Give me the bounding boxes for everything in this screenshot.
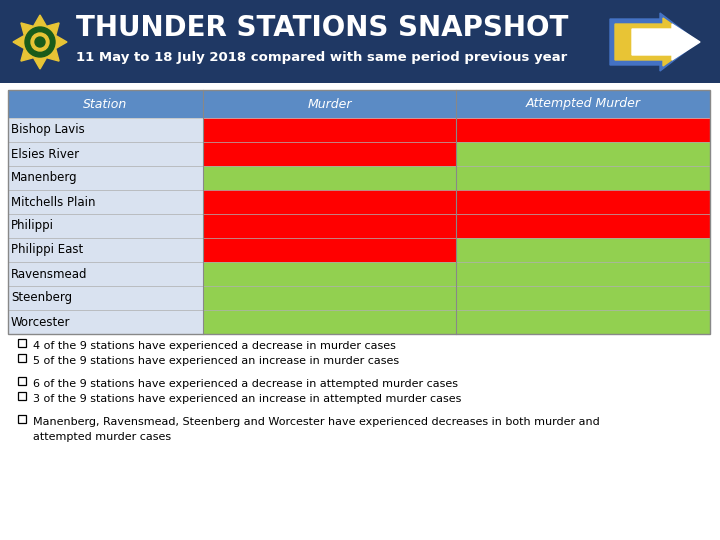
Bar bbox=[203, 262, 456, 286]
Bar bbox=[203, 286, 456, 310]
Text: Bishop Lavis: Bishop Lavis bbox=[11, 124, 85, 137]
Text: Manenberg, Ravensmead, Steenberg and Worcester have experienced decreases in bot: Manenberg, Ravensmead, Steenberg and Wor… bbox=[33, 417, 600, 427]
Bar bbox=[8, 90, 203, 118]
Polygon shape bbox=[13, 15, 67, 69]
Bar bbox=[203, 142, 456, 166]
Text: attempted murder cases: attempted murder cases bbox=[33, 432, 171, 442]
Bar bbox=[8, 238, 203, 262]
Circle shape bbox=[35, 37, 45, 47]
Text: Steenberg: Steenberg bbox=[11, 292, 72, 305]
Bar bbox=[8, 118, 203, 142]
Bar bbox=[456, 286, 710, 310]
Bar bbox=[8, 310, 203, 334]
Bar bbox=[8, 90, 710, 334]
Text: Worcester: Worcester bbox=[11, 315, 71, 328]
Text: Elsies River: Elsies River bbox=[11, 147, 79, 160]
Bar bbox=[456, 190, 710, 214]
Bar bbox=[456, 238, 710, 262]
Bar bbox=[18, 377, 26, 385]
Text: THUNDER STATIONS SNAPSHOT: THUNDER STATIONS SNAPSHOT bbox=[76, 14, 568, 42]
FancyArrow shape bbox=[615, 18, 697, 66]
Circle shape bbox=[25, 27, 55, 57]
Bar bbox=[8, 142, 203, 166]
Bar bbox=[456, 262, 710, 286]
Bar bbox=[203, 214, 456, 238]
FancyArrow shape bbox=[610, 13, 698, 71]
Text: Attempted Murder: Attempted Murder bbox=[526, 98, 641, 111]
FancyArrow shape bbox=[632, 24, 700, 60]
Bar bbox=[18, 339, 26, 347]
Text: 5 of the 9 stations have experienced an increase in murder cases: 5 of the 9 stations have experienced an … bbox=[33, 356, 399, 366]
Bar bbox=[203, 238, 456, 262]
Bar bbox=[203, 190, 456, 214]
Circle shape bbox=[31, 33, 49, 51]
Text: Ravensmead: Ravensmead bbox=[11, 267, 88, 280]
Bar bbox=[456, 214, 710, 238]
Bar bbox=[203, 90, 456, 118]
Text: Manenberg: Manenberg bbox=[11, 172, 78, 185]
Bar bbox=[8, 286, 203, 310]
Bar bbox=[8, 166, 203, 190]
Bar bbox=[203, 166, 456, 190]
Bar bbox=[456, 118, 710, 142]
Bar bbox=[8, 214, 203, 238]
Text: 6 of the 9 stations have experienced a decrease in attempted murder cases: 6 of the 9 stations have experienced a d… bbox=[33, 379, 458, 389]
Bar bbox=[18, 354, 26, 362]
Text: Mitchells Plain: Mitchells Plain bbox=[11, 195, 96, 208]
Bar bbox=[456, 166, 710, 190]
Text: 3 of the 9 stations have experienced an increase in attempted murder cases: 3 of the 9 stations have experienced an … bbox=[33, 394, 462, 404]
Bar bbox=[203, 310, 456, 334]
Bar bbox=[18, 415, 26, 423]
Bar bbox=[0, 0, 720, 83]
Bar bbox=[456, 142, 710, 166]
Text: Philippi East: Philippi East bbox=[11, 244, 84, 256]
Text: Murder: Murder bbox=[307, 98, 352, 111]
Bar bbox=[456, 310, 710, 334]
Bar bbox=[203, 118, 456, 142]
Bar bbox=[456, 90, 710, 118]
Text: 11 May to 18 July 2018 compared with same period previous year: 11 May to 18 July 2018 compared with sam… bbox=[76, 51, 567, 64]
Bar bbox=[8, 190, 203, 214]
Text: Station: Station bbox=[84, 98, 127, 111]
Bar bbox=[8, 262, 203, 286]
Text: 4 of the 9 stations have experienced a decrease in murder cases: 4 of the 9 stations have experienced a d… bbox=[33, 341, 396, 351]
Text: Philippi: Philippi bbox=[11, 219, 54, 233]
Bar bbox=[18, 392, 26, 400]
